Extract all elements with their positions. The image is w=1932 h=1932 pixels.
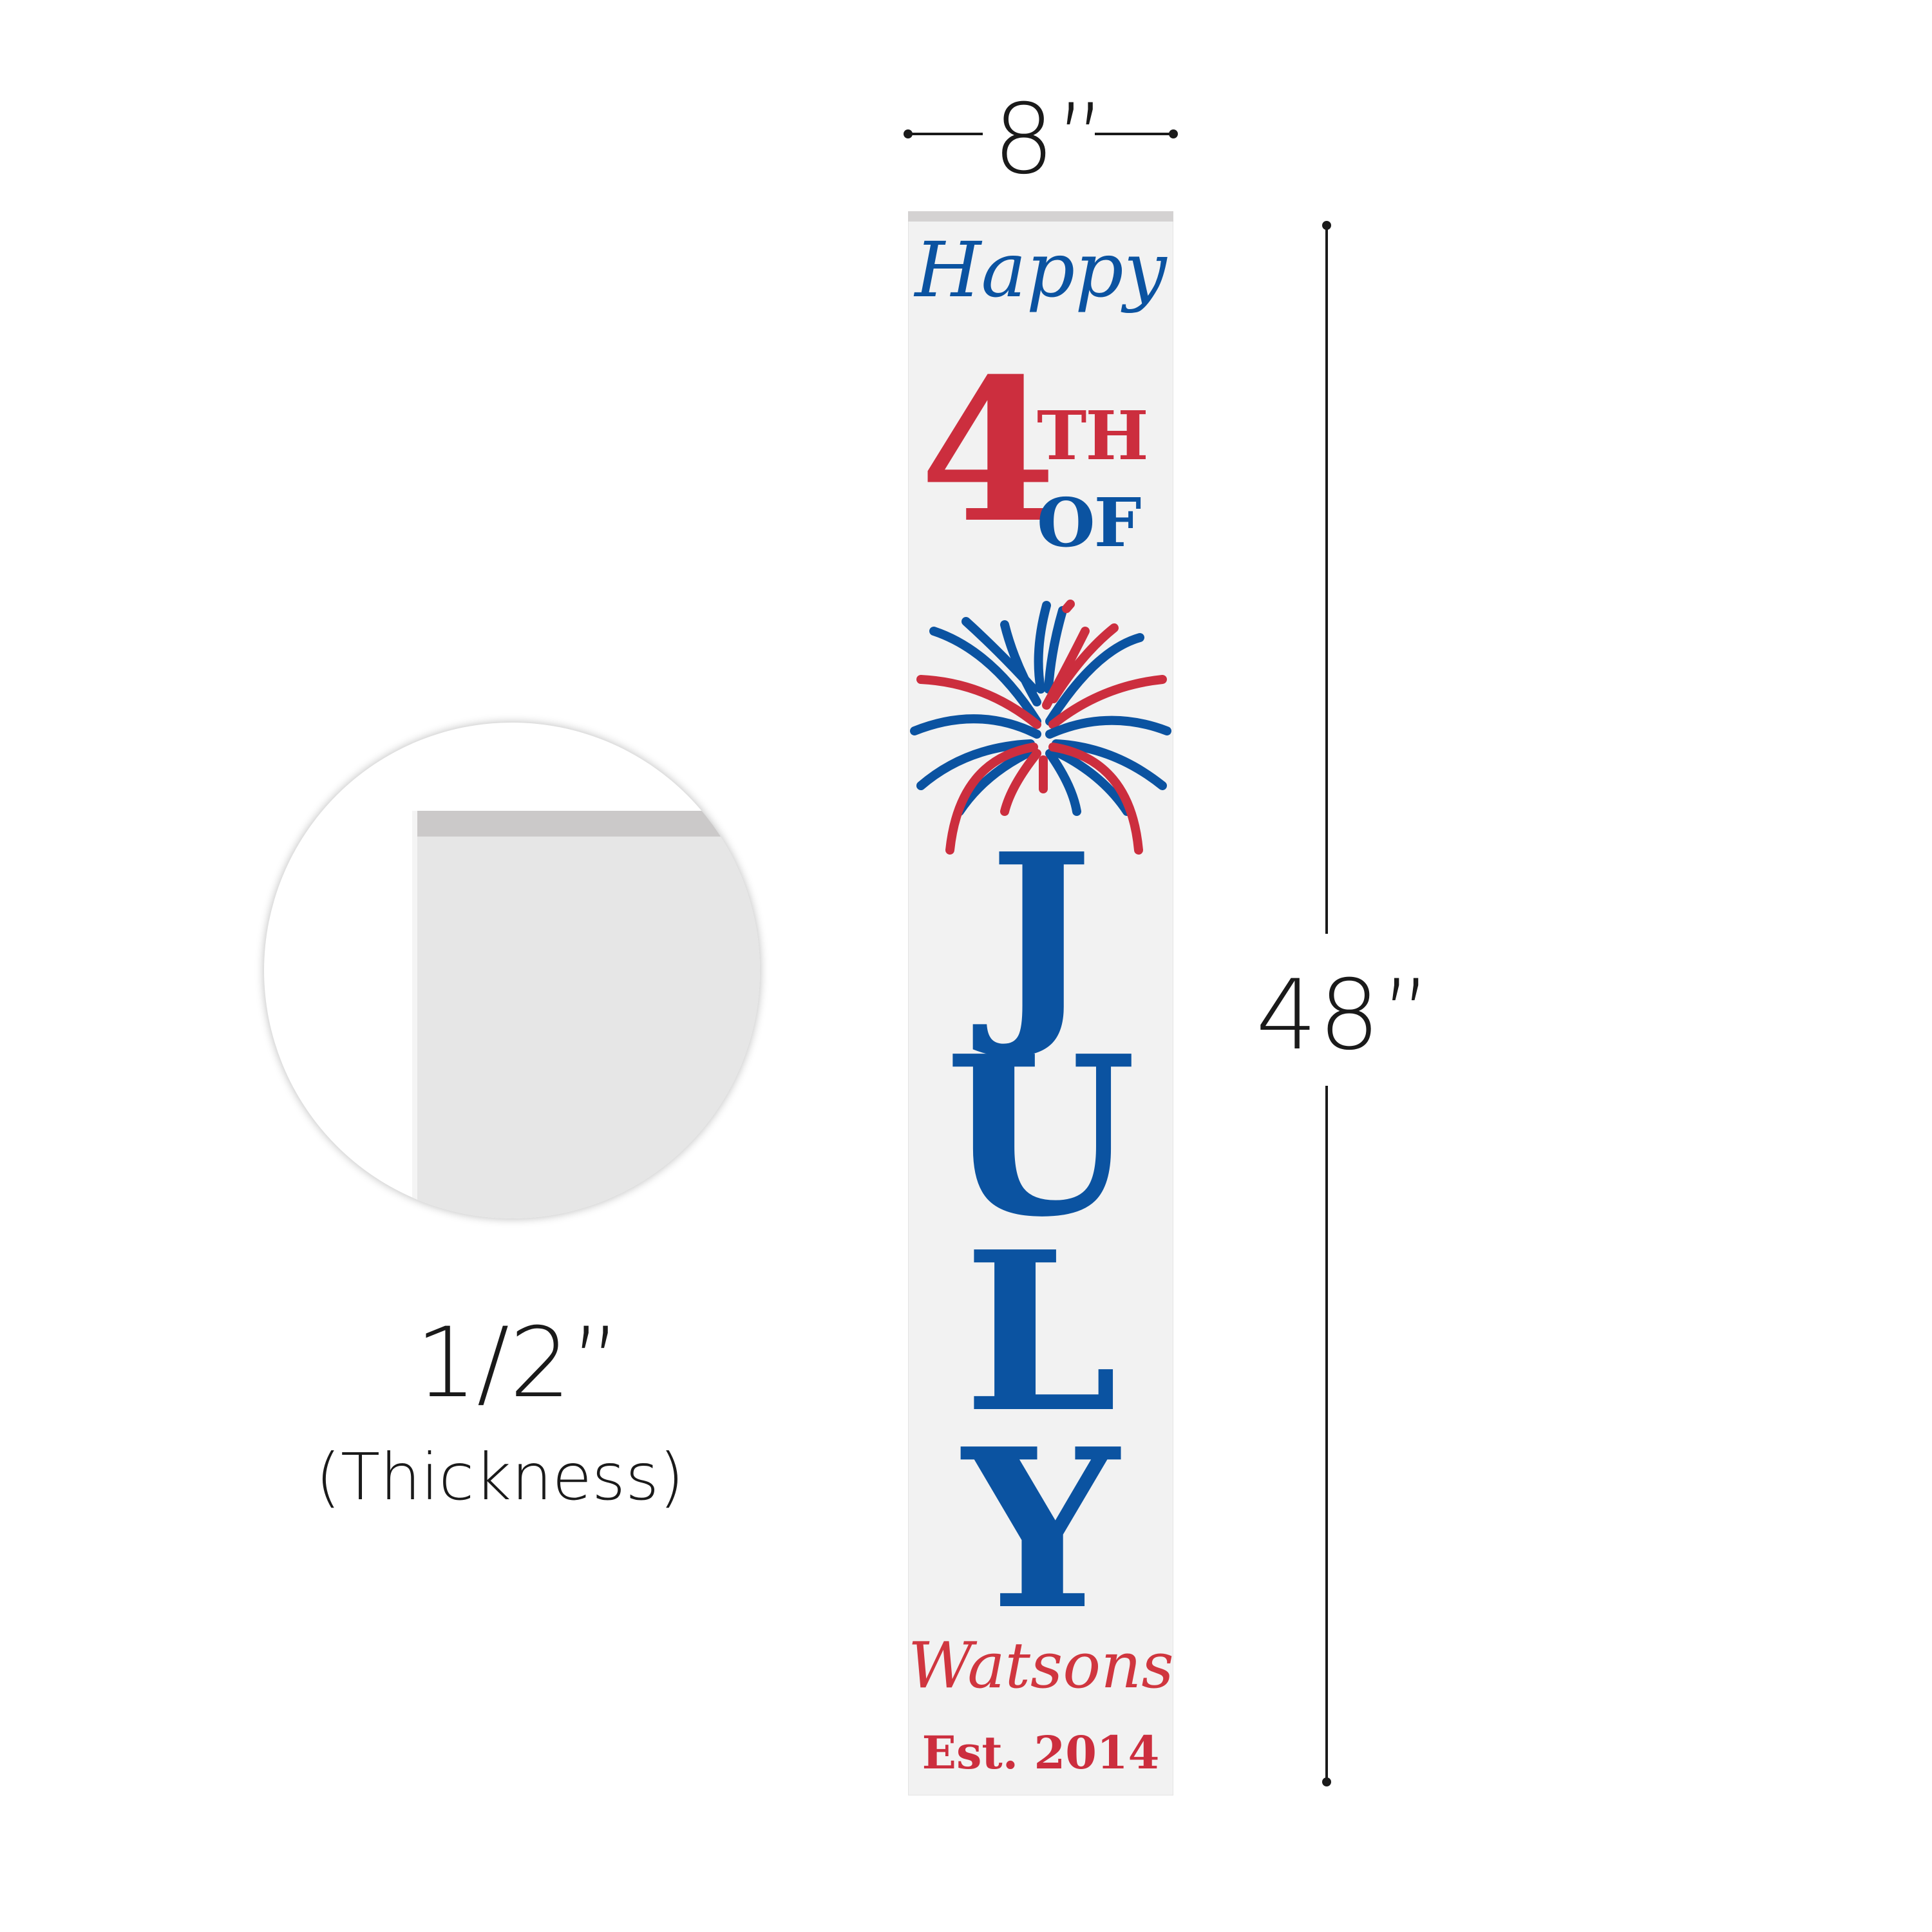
sign-established-text: Est. 2014 [922, 1726, 1160, 1779]
width-dimension-endpoint-right [1169, 129, 1178, 138]
board-top-edge-detail [417, 811, 760, 837]
height-dimension-line-bottom [1325, 1086, 1328, 1783]
height-dimension-line-top [1325, 225, 1328, 934]
sign-month-letter: J [989, 806, 1093, 1063]
height-label: 48” [1256, 960, 1433, 1072]
sign-family-name: Watsons [908, 1629, 1174, 1703]
sign-month-letter: Y [962, 1401, 1119, 1658]
porch-sign-top-edge [908, 211, 1173, 222]
width-dimension-line-left [908, 133, 983, 135]
sign-suffix-th: TH [1037, 396, 1149, 475]
height-dimension-endpoint-bottom [1322, 1777, 1331, 1786]
width-dimension-endpoint-left [904, 129, 913, 138]
thickness-zoom-circle [264, 723, 760, 1218]
width-dimension-line-right [1095, 133, 1173, 135]
sign-happy-text: Happy [914, 225, 1167, 314]
fireworks-icon [910, 600, 1171, 855]
height-dimension-endpoint-top [1322, 221, 1331, 230]
width-label: 8” [993, 84, 1108, 196]
board-edge-detail [412, 811, 417, 1218]
sign-of-text: OF [1037, 483, 1141, 562]
thickness-caption: (Thickness) [316, 1439, 685, 1515]
board-face-detail [417, 811, 760, 1218]
thickness-label: 1/2” [415, 1307, 621, 1419]
sign-number: 4 [920, 336, 1056, 566]
porch-sign-board [908, 211, 1173, 1795]
sign-month-letter: L [963, 1204, 1118, 1461]
sign-month-letter: U [945, 1009, 1137, 1265]
